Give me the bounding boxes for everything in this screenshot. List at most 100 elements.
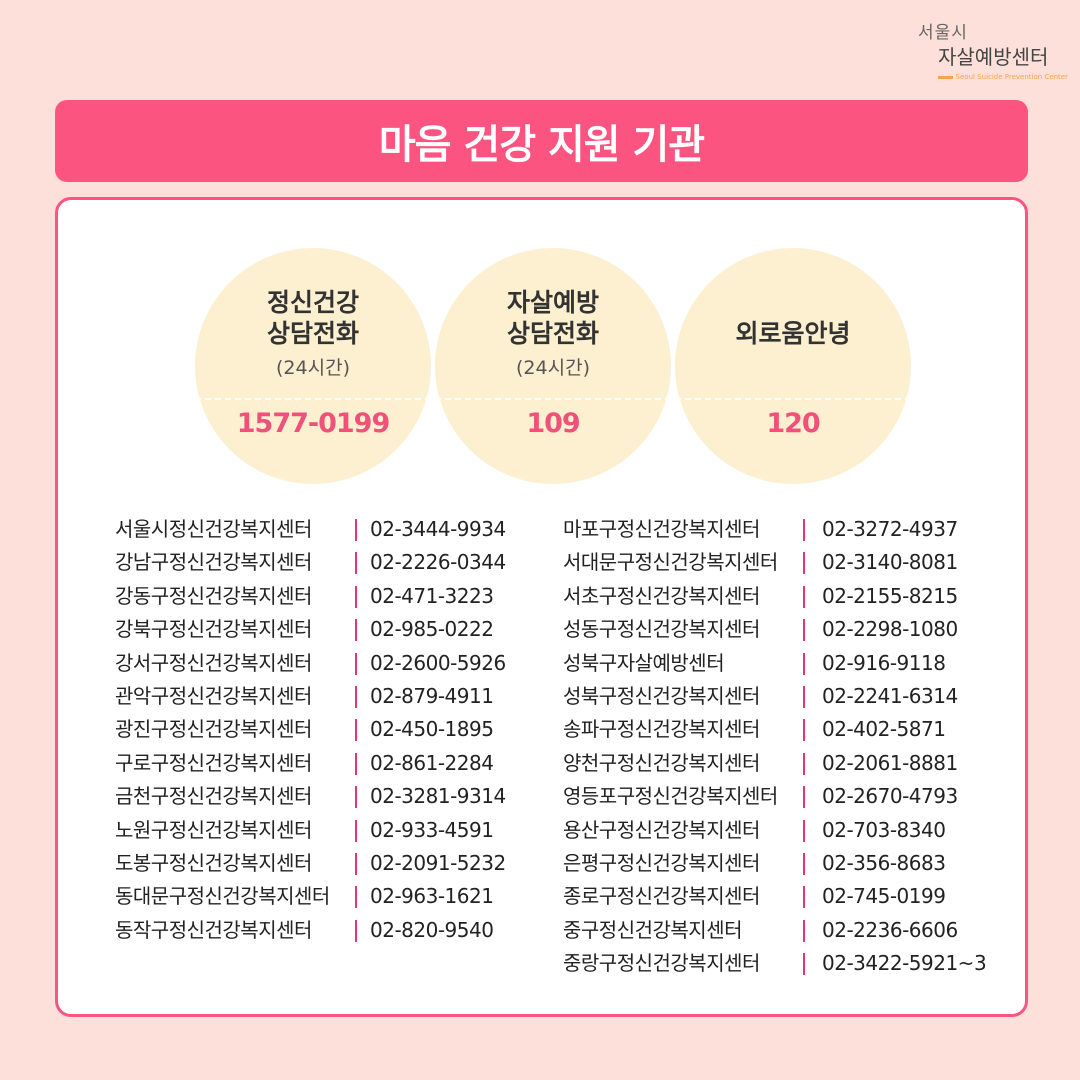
- center-phone: 02-3281-9314: [370, 784, 506, 809]
- separator: [355, 752, 357, 775]
- center-phone: 02-820-9540: [370, 917, 494, 942]
- hotline-circle: 정신건강 상담전화 (24시간) 1577-0199: [195, 248, 431, 484]
- center-phone: 02-2236-6606: [822, 917, 958, 942]
- center-name: 금천구정신건강복지센터: [115, 784, 312, 809]
- center-name: 서초구정신건강복지센터: [563, 583, 760, 608]
- separator: [355, 919, 357, 942]
- center-phone: 02-356-8683: [822, 851, 946, 875]
- center-name: 영등포구정신건강복지센터: [563, 784, 778, 809]
- separator: [803, 552, 805, 575]
- separator: [355, 886, 357, 909]
- center-name: 강북구정신건강복지센터: [115, 617, 312, 642]
- center-name: 강서구정신건강복지센터: [115, 650, 312, 675]
- center-phone: 02-985-0222: [370, 617, 494, 642]
- dashed-divider: [195, 398, 431, 400]
- separator: [803, 953, 805, 976]
- center-name: 강남구정신건강복지센터: [115, 550, 312, 575]
- center-name: 구로구정신건강복지센터: [115, 750, 312, 775]
- page-title: 마음 건강 지원 기관: [378, 122, 705, 168]
- separator: [803, 519, 805, 541]
- hotline-hours: (24시간): [276, 356, 350, 379]
- center-name: 종로구정신건강복지센터: [563, 884, 760, 909]
- hotline-circle: 외로움안녕 120: [675, 248, 911, 484]
- center-name: 광진구정신건강복지센터: [115, 717, 312, 742]
- center-phone: 02-916-9118: [822, 650, 946, 675]
- center-phone: 02-963-1621: [370, 884, 494, 909]
- center-phone: 02-2091-5232: [370, 851, 506, 875]
- center-phone: 02-3272-4937: [822, 517, 958, 541]
- center-name: 도봉구정신건강복지센터: [115, 851, 312, 875]
- center-name: 동작구정신건강복지센터: [115, 917, 312, 942]
- hotline-label: 자살예방 상담전화 (24시간): [435, 248, 671, 398]
- hotline-label: 외로움안녕: [675, 248, 911, 398]
- center-name: 송파구정신건강복지센터: [563, 717, 760, 742]
- center-phone: 02-3444-9934: [370, 517, 506, 541]
- center-name: 서대문구정신건강복지센터: [563, 550, 778, 575]
- separator: [803, 853, 805, 875]
- hotline-label: 정신건강 상담전화 (24시간): [195, 248, 431, 398]
- center-phone: 02-2670-4793: [822, 784, 958, 809]
- separator: [803, 786, 805, 809]
- center-phone: 02-2061-8881: [822, 750, 958, 775]
- center-name: 성동구정신건강복지센터: [563, 617, 760, 642]
- center-name: 중구정신건강복지센터: [563, 917, 743, 942]
- separator: [355, 786, 357, 809]
- separator: [355, 652, 357, 675]
- center-name: 중랑구정신건강복지센터: [563, 951, 760, 976]
- separator: [803, 886, 805, 909]
- separator: [803, 585, 805, 608]
- center-name: 은평구정신건강복지센터: [563, 851, 760, 875]
- logo-line3: Seoul Suicide Prevention Center: [938, 73, 1068, 81]
- center-name: 성북구정신건강복지센터: [563, 684, 760, 708]
- center-phone: 02-703-8340: [822, 817, 946, 842]
- center-phone: 02-745-0199: [822, 884, 946, 909]
- content-card: 정신건강 상담전화 (24시간) 1577-0199 자살예방 상담전화 (24시간) 109…: [55, 197, 1028, 1017]
- hotline-hours: (24시간): [516, 356, 590, 379]
- separator: [803, 919, 805, 942]
- center-name: 마포구정신건강복지센터: [563, 517, 760, 541]
- separator: [803, 686, 805, 708]
- center-phone: 02-471-3223: [370, 583, 494, 608]
- hotline-name: 상담전화: [506, 318, 599, 348]
- separator: [355, 686, 357, 708]
- hotline-name: 정신건강: [266, 287, 359, 317]
- hotline-number: 109: [526, 408, 580, 439]
- separator: [803, 719, 805, 742]
- center-phone: 02-2226-0344: [370, 550, 506, 575]
- center-name: 강동구정신건강복지센터: [115, 583, 312, 608]
- separator: [355, 619, 357, 642]
- center-phone: 02-2600-5926: [370, 650, 506, 675]
- logo-english: Seoul Suicide Prevention Center: [955, 73, 1068, 81]
- center-name: 성북구자살예방센터: [563, 650, 725, 675]
- center-name: 서울시정신건강복지센터: [115, 517, 312, 541]
- seoul-suicide-prevention-center-logo: 서울시 자살예방센터 Seoul Suicide Prevention Cent…: [918, 18, 1068, 81]
- separator: [803, 819, 805, 842]
- separator: [803, 752, 805, 775]
- center-phone: 02-2241-6314: [822, 684, 958, 708]
- separator: [355, 719, 357, 742]
- dashed-divider: [435, 398, 671, 400]
- center-phone: 02-3140-8081: [822, 550, 958, 575]
- center-phone: 02-879-4911: [370, 684, 494, 708]
- separator: [355, 853, 357, 875]
- center-phone: 02-450-1895: [370, 717, 494, 742]
- center-phone: 02-402-5871: [822, 717, 946, 742]
- center-phone: 02-861-2284: [370, 750, 494, 775]
- center-phone: 02-933-4591: [370, 817, 494, 842]
- logo-line1: 서울시: [918, 23, 968, 43]
- center-name: 관악구정신건강복지센터: [115, 684, 312, 708]
- logo-line2: 자살예방센터: [938, 45, 1049, 69]
- hotline-number: 1577-0199: [236, 408, 391, 439]
- center-name: 용산구정신건강복지센터: [563, 817, 760, 842]
- separator: [355, 552, 357, 575]
- hotline-name: 자살예방: [506, 287, 599, 317]
- hotline-name: 상담전화: [266, 318, 359, 348]
- dashed-divider: [675, 398, 911, 400]
- center-name: 노원구정신건강복지센터: [115, 817, 312, 842]
- center-phone: 02-2155-8215: [822, 583, 958, 608]
- center-name: 양천구정신건강복지센터: [563, 750, 760, 775]
- hotline-name: 외로움안녕: [735, 318, 851, 348]
- center-phone: 02-2298-1080: [822, 617, 958, 642]
- title-banner: 마음 건강 지원 기관: [55, 100, 1028, 182]
- separator: [355, 819, 357, 842]
